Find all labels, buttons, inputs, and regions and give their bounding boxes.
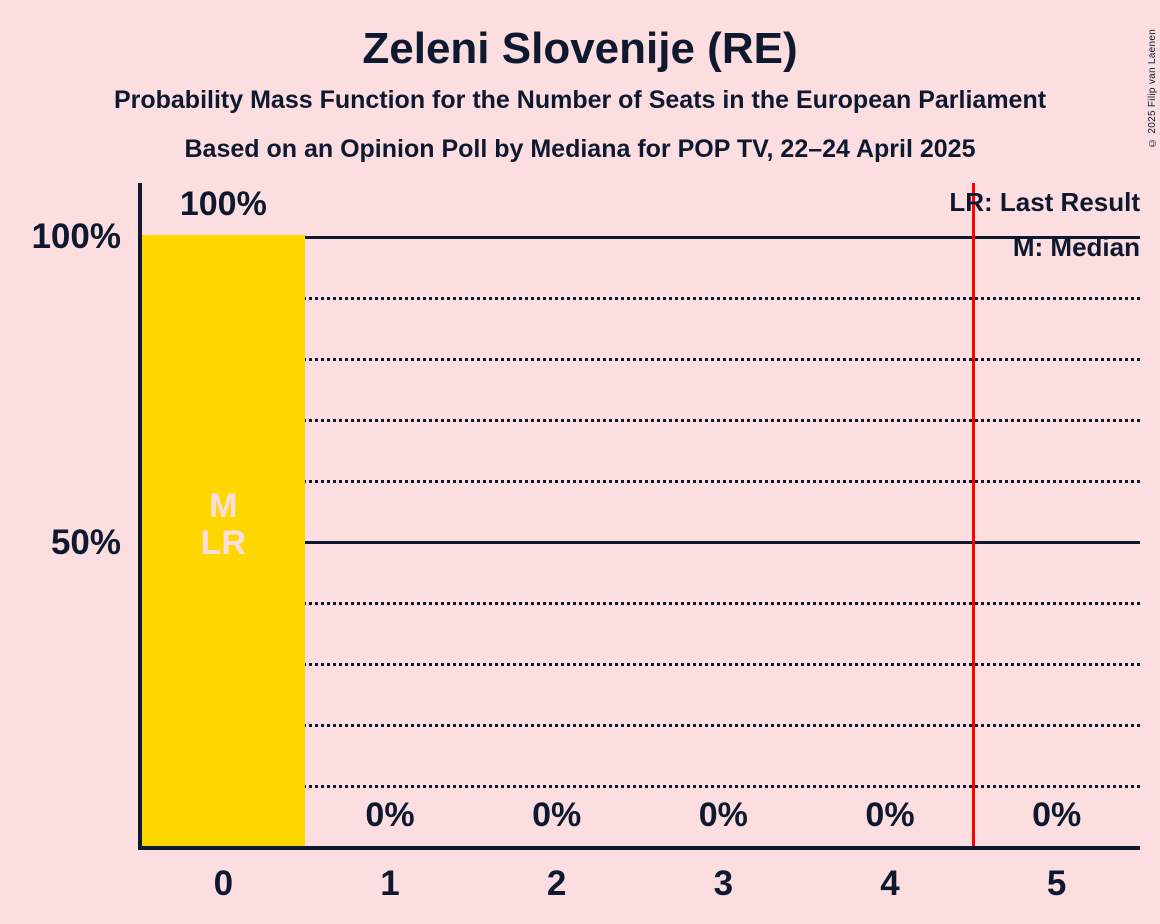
y-tick-label-100pct: 100% bbox=[31, 217, 121, 256]
bar-value-label-2: 0% bbox=[532, 796, 582, 834]
gridline-60pct bbox=[140, 479, 1140, 483]
legend-last-result-label: LR: Last Result bbox=[949, 187, 1140, 217]
x-tick-label-1: 1 bbox=[380, 864, 400, 903]
bar-value-label-0: 100% bbox=[179, 185, 267, 223]
gridline-90pct bbox=[140, 296, 1140, 300]
bar-annotation-lr: LR bbox=[200, 524, 246, 562]
x-tick-label-4: 4 bbox=[880, 864, 900, 903]
chart-title: Zeleni Slovenije (RE) bbox=[362, 24, 798, 73]
chart-subtitle: Probability Mass Function for the Number… bbox=[113, 86, 1047, 114]
gridline-20pct bbox=[140, 724, 1140, 728]
x-tick-label-0: 0 bbox=[213, 864, 234, 903]
x-tick-label-2: 2 bbox=[546, 864, 567, 903]
y-tick-label-50pct: 50% bbox=[50, 522, 121, 562]
x-axis-line bbox=[138, 846, 1140, 850]
gridline-40pct bbox=[140, 602, 1140, 606]
bar-value-label-1: 0% bbox=[365, 796, 415, 834]
x-tick-label-5: 5 bbox=[1046, 864, 1067, 903]
bar-value-label-4: 0% bbox=[865, 796, 915, 834]
bar-annotation-m: M bbox=[209, 487, 238, 525]
copyright-text: © 2025 Filip van Laenen bbox=[1147, 28, 1158, 148]
gridline-50pct bbox=[140, 541, 1140, 544]
bar-value-label-5: 0% bbox=[1032, 796, 1082, 834]
gridline-70pct bbox=[140, 418, 1140, 422]
legend-median-label: M: Median bbox=[1012, 232, 1140, 262]
y-axis-line bbox=[138, 183, 142, 850]
gridline-100pct bbox=[140, 235, 1140, 239]
bar-annotation-median-lastresult: M LR bbox=[140, 488, 306, 562]
x-tick-label-3: 3 bbox=[713, 864, 734, 903]
majority-threshold-line bbox=[971, 183, 975, 846]
gridline-10pct bbox=[140, 785, 1140, 789]
bar-seats-0 bbox=[141, 235, 306, 846]
chart-source-line: Based on an Opinion Poll by Mediana for … bbox=[184, 135, 976, 163]
gridline-30pct bbox=[140, 663, 1140, 667]
bar-value-label-3: 0% bbox=[698, 796, 748, 834]
gridline-80pct bbox=[140, 357, 1140, 361]
